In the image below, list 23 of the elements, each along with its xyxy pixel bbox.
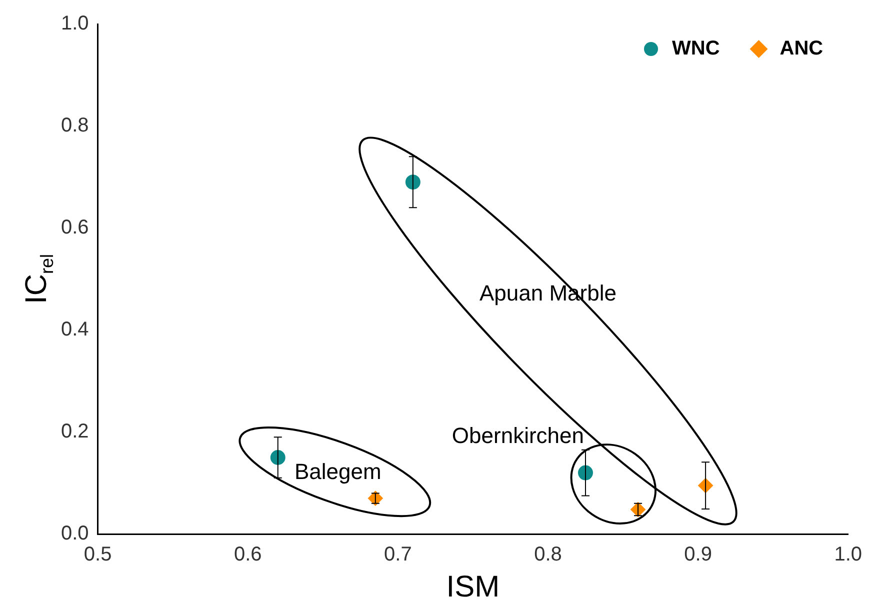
- point: [578, 465, 593, 480]
- point: [270, 450, 286, 465]
- point: [368, 490, 383, 506]
- point: [405, 174, 420, 190]
- y-tick-label: 1.0: [60, 12, 89, 35]
- x-tick-label: 0.9: [684, 544, 712, 566]
- x-axis-title: ISM: [446, 570, 500, 604]
- x-tick-label: 0.5: [84, 544, 112, 566]
- y-tick-label: 0.0: [60, 522, 89, 545]
- point: [630, 502, 646, 518]
- annotation: Obernkirchen: [452, 423, 584, 448]
- annotation: Balegem: [294, 458, 382, 484]
- y-tick-label: 0.2: [60, 420, 89, 443]
- y-tick-label: 0.6: [60, 216, 89, 239]
- legend-label: WNC: [672, 38, 720, 60]
- x-tick-label: 0.7: [384, 544, 412, 566]
- y-tick-label: 0.8: [60, 114, 89, 137]
- x-tick-label: 1.0: [834, 544, 862, 566]
- x-tick-label: 0.8: [534, 544, 562, 566]
- legend-label: ANC: [780, 38, 824, 60]
- x-tick-label: 0.6: [234, 544, 262, 566]
- y-axis-title: ICrel: [20, 254, 57, 304]
- y-tick-label: 0.4: [60, 318, 89, 341]
